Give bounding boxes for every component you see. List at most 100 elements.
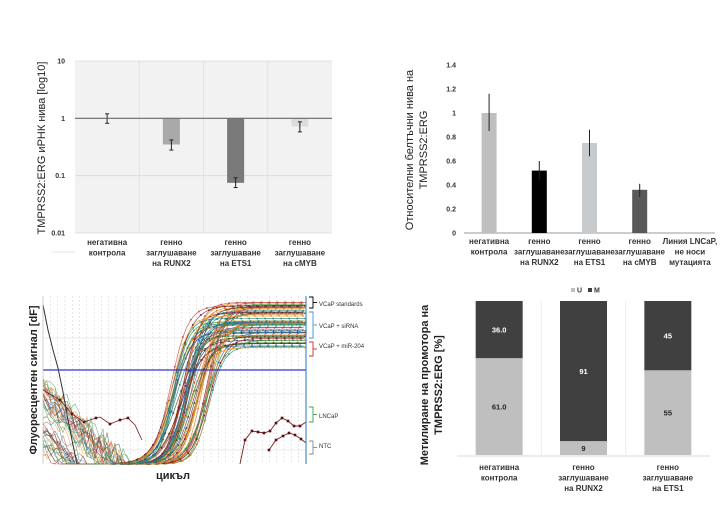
qpcr-curve-point (301, 311, 304, 313)
qpcr-curve-point (177, 455, 180, 458)
qpcr-curve-point (276, 303, 279, 306)
qpcr-curve-point (167, 447, 170, 449)
qpcr-curve-point (275, 324, 277, 326)
qpcr-curve-point (261, 321, 263, 324)
qpcr-curve-point (222, 305, 224, 307)
qpcr-curve-point (193, 367, 195, 370)
qpcr-curve-point (280, 317, 283, 320)
qpcr-curve-point (208, 339, 211, 342)
protein-x-tick: на cMYB (623, 258, 657, 267)
qpcr-curve-point (265, 311, 268, 314)
qpcr-curve-point (216, 306, 218, 309)
qpcr-group-bracket (309, 341, 314, 357)
qpcr-curve-point (220, 331, 223, 333)
qpcr-curve-point (294, 309, 297, 312)
qpcr-curve-point (286, 309, 289, 312)
qpcr-background-curve (42, 399, 147, 465)
qpcr-curve-point (283, 335, 285, 337)
qpcr-curve-point (296, 317, 299, 320)
qpcr-curve-point (234, 322, 237, 325)
qpcr-curve-point (176, 452, 178, 454)
qpcr-curve-point (192, 324, 194, 326)
methylation-bar-methylated (560, 301, 607, 442)
qpcr-curve-point (209, 346, 212, 349)
qpcr-curve-point (243, 336, 246, 339)
qpcr-curve-point (203, 349, 206, 352)
qpcr-curve-point (213, 338, 215, 341)
qpcr-curve-point (175, 439, 178, 442)
qpcr-curve-point (203, 410, 205, 413)
qpcr-curve-point (281, 434, 285, 438)
qpcr-curve-point (140, 457, 142, 459)
qpcr-amplification-curve (123, 302, 304, 465)
qpcr-curve-point (272, 334, 274, 336)
qpcr-x-axis-label: цикъл (156, 470, 190, 482)
qpcr-curve-point (296, 342, 298, 345)
qpcr-curve-point (192, 390, 195, 392)
qpcr-curve-point (206, 323, 209, 325)
qpcr-curve-point (288, 305, 290, 307)
protein-y-tick: 0 (452, 231, 456, 238)
qpcr-curve-point (208, 363, 210, 365)
qpcr-curve-point (296, 334, 298, 336)
qpcr-curve-point (249, 306, 251, 309)
qpcr-curve-point (278, 309, 281, 312)
methylation-bar-unmethylated (560, 441, 607, 455)
qpcr-curve-point (264, 334, 266, 336)
qpcr-curve-point (239, 312, 242, 315)
qpcr-curve-point (298, 322, 301, 325)
qpcr-curve-point (152, 444, 154, 446)
qpcr-curve-point (274, 438, 278, 442)
qpcr-curve-point (236, 316, 239, 319)
qpcr-curve-point (248, 341, 251, 343)
qpcr-curve-point (233, 307, 235, 310)
qpcr-curve-point (264, 329, 267, 332)
qpcr-curve-point (289, 326, 292, 329)
qpcr-curve-point (207, 326, 210, 329)
qpcr-curve-point (194, 374, 196, 376)
qpcr-curve-point (237, 314, 239, 317)
mrna-y-axis-label: TMPRSS2:ERG иРНК нива [log10] (36, 62, 48, 235)
qpcr-curve-point (185, 368, 188, 370)
qpcr-curve-point (275, 326, 277, 328)
qpcr-curve-point (158, 459, 160, 462)
qpcr-curve-point (177, 406, 180, 409)
qpcr-curve-point (175, 455, 178, 457)
qpcr-curve-point (297, 311, 300, 314)
qpcr-curve-point (274, 308, 277, 310)
methylation-data-label: 36.0 (492, 326, 507, 335)
qpcr-curve-point (234, 331, 237, 334)
qpcr-curve-point (210, 331, 212, 333)
protein-y-tick: 1.2 (446, 87, 456, 94)
qpcr-curve-point (235, 341, 238, 344)
qpcr-curve-point (248, 329, 251, 332)
qpcr-curve-point (239, 347, 242, 349)
qpcr-curve-point (212, 343, 214, 346)
qpcr-curve-point (191, 378, 194, 380)
qpcr-curve-point (245, 314, 247, 316)
qpcr-curve-point (303, 321, 306, 324)
qpcr-y-axis-label: Флуоресцентен сигнал [dF] (28, 305, 40, 454)
qpcr-curve-point (202, 403, 205, 406)
qpcr-curve-point (198, 339, 201, 342)
qpcr-curve-point (172, 412, 174, 415)
qpcr-curve-point (285, 313, 287, 316)
qpcr-curve-point (164, 449, 166, 452)
qpcr-curve-point (235, 328, 237, 330)
qpcr-curve-point (300, 303, 303, 306)
qpcr-curve-point (278, 315, 281, 317)
qpcr-curve-point (266, 306, 269, 309)
qpcr-curve-point (282, 322, 285, 325)
qpcr-curve-point (213, 326, 215, 329)
methylation-x-tick: контрола (481, 474, 518, 483)
qpcr-curve-point (226, 331, 229, 334)
qpcr-curve-point (200, 324, 203, 326)
qpcr-curve-point (292, 424, 296, 428)
qpcr-curve-point (210, 366, 213, 368)
qpcr-curve-point (188, 346, 190, 349)
qpcr-curve-point (189, 376, 191, 378)
qpcr-curve-point (250, 331, 253, 333)
qpcr-curve-point (290, 345, 293, 347)
qpcr-curve-point (240, 305, 242, 307)
qpcr-curve-point (260, 345, 262, 348)
